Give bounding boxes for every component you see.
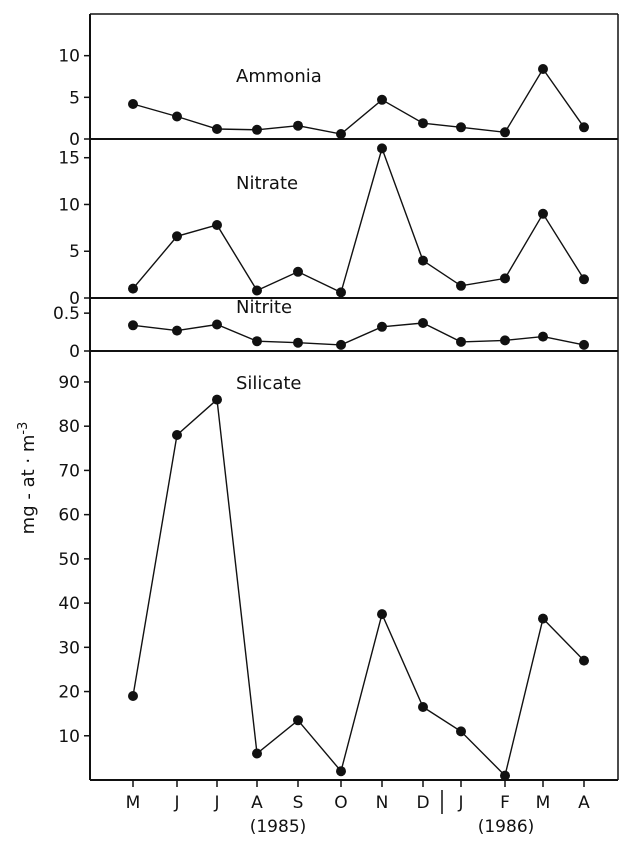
data-point (579, 655, 589, 666)
y-tick-label: 30 (58, 638, 80, 658)
data-point (418, 702, 428, 712)
x-tick-label: F (500, 793, 510, 813)
data-point (128, 283, 138, 294)
series-line (132, 322, 585, 346)
x-tick-label: O (334, 793, 347, 813)
panel-title: Nitrate (236, 173, 298, 194)
chart-frame (89, 13, 619, 780)
y-tick-label: 70 (58, 461, 80, 481)
x-tick-label: M (126, 793, 141, 813)
x-tick-label: N (376, 793, 389, 813)
panel-nitrite: 0 0.5 Nitrite (53, 297, 618, 362)
data-point (538, 331, 548, 342)
year-label-1985: (1985) (250, 817, 307, 837)
y-tick-label: 80 (58, 417, 80, 437)
x-tick-label: M (536, 793, 551, 813)
panel-silicate: 10 20 30 40 50 60 70 80 90 Silicate (58, 373, 618, 781)
data-point (579, 274, 589, 285)
data-point (336, 766, 346, 777)
y-tick-label: 20 (58, 683, 80, 703)
data-point (456, 726, 466, 737)
data-point (538, 208, 548, 219)
y-tick-label: 0.5 (53, 304, 80, 324)
panel-title: Nitrite (236, 297, 292, 318)
y-tick-label: 90 (58, 373, 80, 393)
y-tick-label: 0 (69, 130, 80, 150)
data-point (212, 220, 222, 230)
x-tick-label: J (457, 793, 463, 813)
series-line (132, 398, 585, 777)
data-point (377, 609, 387, 620)
data-point (252, 748, 262, 759)
year-label-1986: (1986) (478, 817, 535, 837)
y-tick-label: 50 (58, 550, 80, 570)
data-point (418, 318, 428, 328)
panel-title: Ammonia (236, 66, 322, 87)
y-axis-label-main: mg - at · m (18, 435, 39, 535)
x-tick-label: A (578, 793, 590, 813)
x-tick-label: J (173, 793, 179, 813)
series-line (132, 146, 585, 294)
data-point (336, 339, 346, 350)
data-point (418, 118, 428, 129)
y-tick-label: 10 (58, 47, 80, 67)
data-point (128, 99, 138, 109)
data-point (538, 64, 548, 74)
y-tick-label: 40 (58, 594, 80, 614)
series-line (132, 67, 585, 135)
data-point (377, 94, 387, 105)
y-tick-label: 5 (69, 88, 80, 108)
data-point (500, 127, 510, 138)
data-point (456, 280, 466, 291)
panel-nitrate: 0 5 10 15 Nitrate (58, 143, 618, 309)
data-point (172, 325, 182, 336)
y-tick-label: 15 (58, 149, 80, 169)
data-point (336, 129, 346, 139)
data-point (212, 319, 222, 330)
data-point (212, 124, 222, 134)
x-tick-label: S (293, 793, 304, 813)
y-tick-label: 5 (69, 242, 80, 262)
data-point (336, 287, 346, 298)
data-point (293, 266, 303, 277)
data-point (456, 122, 466, 133)
x-tick-label: D (416, 793, 429, 813)
x-axis: M J J A S O N D J F M A (1985) (1986) (126, 780, 590, 837)
data-point (456, 336, 466, 347)
data-point (579, 122, 589, 133)
data-point (500, 335, 510, 346)
panel-ammonia: 0 5 10 Ammonia (58, 47, 618, 150)
data-point (293, 120, 303, 131)
data-point (172, 231, 182, 242)
data-point (212, 394, 222, 405)
data-point (500, 770, 510, 781)
data-point (293, 337, 303, 348)
y-axis-label-exponent: -3 (16, 422, 31, 435)
x-tick-label: A (251, 793, 263, 813)
data-point (293, 715, 303, 726)
y-tick-label: 60 (58, 506, 80, 526)
data-point (377, 321, 387, 332)
data-point (128, 320, 138, 331)
data-point (579, 339, 589, 350)
data-point (252, 285, 262, 296)
y-tick-label: 0 (69, 289, 80, 309)
y-tick-label: 10 (58, 727, 80, 747)
data-point (538, 613, 548, 624)
data-point (377, 143, 387, 154)
panel-title: Silicate (236, 373, 302, 394)
data-point (500, 273, 510, 284)
data-point (252, 336, 262, 347)
data-point (418, 255, 428, 266)
data-point (252, 124, 262, 135)
data-point (172, 430, 182, 440)
y-axis-label: mg - at · m-3 (16, 422, 39, 535)
x-tick-label: J (213, 793, 219, 813)
data-point (128, 691, 138, 701)
y-tick-label: 0 (69, 342, 80, 362)
y-tick-label: 10 (58, 195, 80, 215)
data-point (172, 111, 182, 122)
